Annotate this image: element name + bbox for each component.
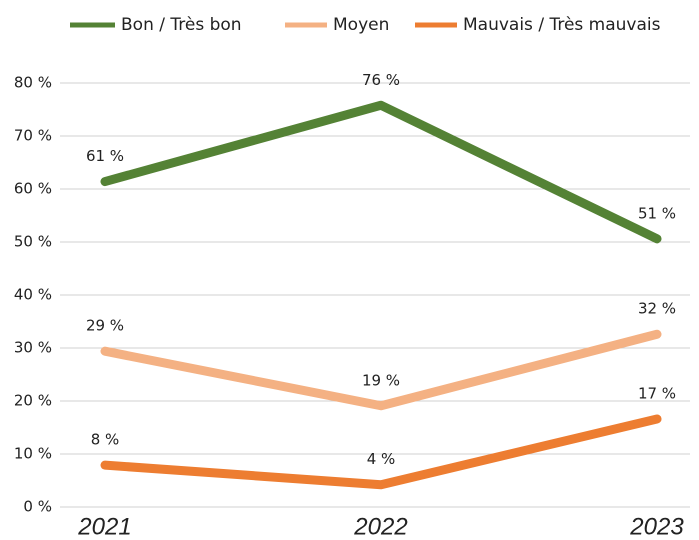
- y-tick-label: 60 %: [14, 180, 52, 198]
- data-label: 19 %: [362, 371, 400, 389]
- line: [100, 329, 662, 411]
- data-label: 76 %: [362, 71, 400, 89]
- legend-label: Moyen: [333, 15, 389, 35]
- data-label: 61 %: [86, 147, 124, 165]
- data-label: 32 %: [638, 300, 676, 318]
- x-tick-label: 2023: [629, 513, 684, 540]
- x-tick-label: 2022: [353, 513, 407, 540]
- y-tick-label: 20 %: [14, 392, 52, 410]
- y-tick-label: 30 %: [14, 339, 52, 357]
- y-tick-label: 40 %: [14, 286, 52, 304]
- y-tick-label: 70 %: [14, 127, 52, 145]
- y-tick-label: 0 %: [23, 498, 52, 516]
- line: [100, 414, 662, 490]
- x-tick-label: 2021: [77, 513, 131, 540]
- data-label: 51 %: [638, 204, 676, 222]
- y-tick-label: 50 %: [14, 233, 52, 251]
- legend-label: Bon / Très bon: [121, 15, 242, 35]
- y-tick-label: 80 %: [14, 74, 52, 92]
- legend-label: Mauvais / Très mauvais: [463, 15, 661, 35]
- data-label: 8 %: [91, 431, 120, 449]
- line: [100, 100, 662, 244]
- data-label: 29 %: [86, 317, 124, 335]
- data-label: 17 %: [638, 385, 676, 403]
- data-label: 4 %: [367, 450, 396, 468]
- y-tick-label: 10 %: [14, 445, 52, 463]
